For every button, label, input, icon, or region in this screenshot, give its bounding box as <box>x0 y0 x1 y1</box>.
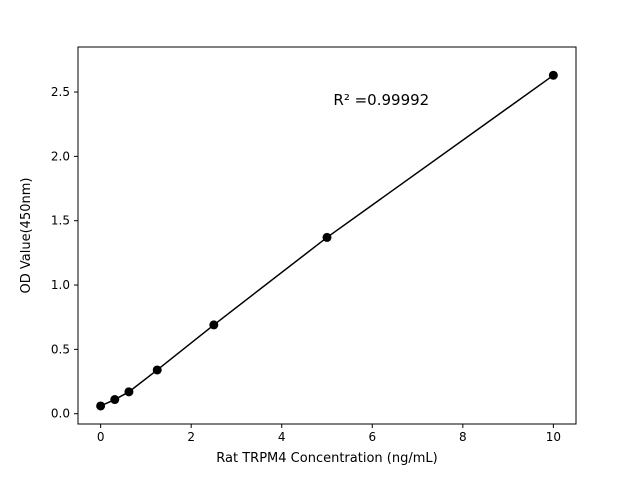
r-squared-annotation: R² =0.99992 <box>333 91 429 109</box>
data-point <box>322 232 332 242</box>
x-tick-label: 6 <box>368 430 376 444</box>
y-tick-label: 0.5 <box>51 342 70 356</box>
x-tick-label: 0 <box>97 430 105 444</box>
data-point <box>209 320 219 330</box>
data-point <box>110 395 120 405</box>
x-tick-label: 4 <box>278 430 286 444</box>
y-tick-label: 1.5 <box>51 214 70 228</box>
data-point <box>548 70 558 80</box>
y-tick-label: 1.0 <box>51 278 70 292</box>
x-axis-label: Rat TRPM4 Concentration (ng/mL) <box>216 451 437 466</box>
x-tick-label: 8 <box>459 430 467 444</box>
data-point <box>96 401 106 411</box>
y-axis-label: OD Value(450nm) <box>19 178 34 294</box>
x-tick-label: 10 <box>546 430 561 444</box>
x-tick-label: 2 <box>187 430 195 444</box>
y-tick-label: 2.5 <box>51 85 70 99</box>
y-tick-label: 0.0 <box>51 407 70 421</box>
data-point <box>124 387 134 397</box>
data-point <box>152 365 162 375</box>
y-tick-label: 2.0 <box>51 149 70 163</box>
plot-border <box>77 46 577 425</box>
